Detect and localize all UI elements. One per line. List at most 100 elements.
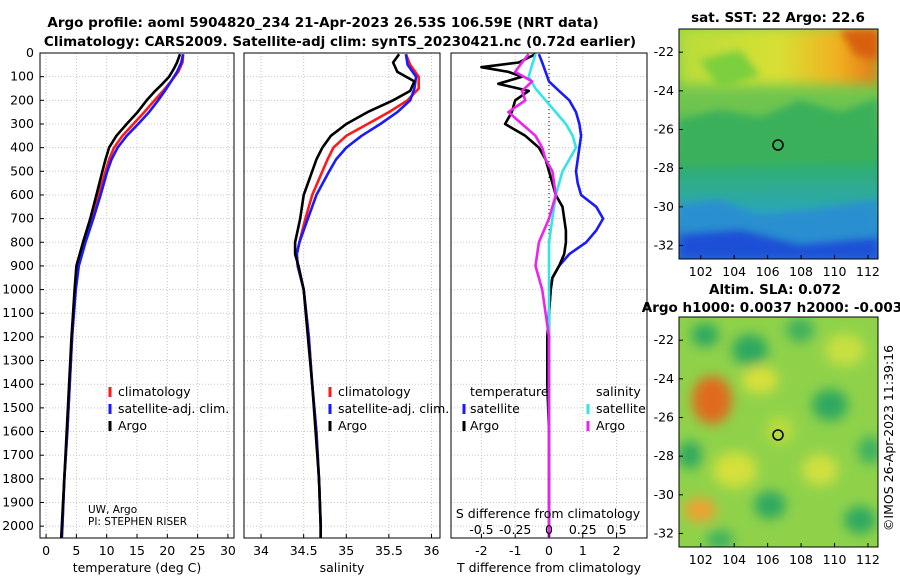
- legend-label-argo: Argo: [118, 418, 147, 433]
- x-tick-label: 5: [72, 543, 80, 558]
- map-x-tick-label: 102: [689, 552, 713, 567]
- x-tick-label: 2: [613, 543, 621, 558]
- x-axis-label: salinity: [320, 560, 365, 575]
- sla-map-panel: Altim. SLA: 0.072 Argo h1000: 0.0037 h20…: [642, 282, 900, 567]
- y-tick-label: 500: [10, 163, 34, 178]
- y-tick-label: 1100: [2, 305, 34, 320]
- map-y-tick-label: -26: [654, 410, 674, 425]
- series-line-satellite-adj-clim-: [60, 53, 185, 539]
- map-x-tick-label: 108: [789, 264, 813, 279]
- x-tick-label: 10: [99, 543, 115, 558]
- top-tick-label: 0.25: [569, 522, 597, 537]
- y-tick-label: 1200: [2, 329, 34, 344]
- credit-line2: PI: STEPHEN RISER: [88, 516, 187, 528]
- map-y-tick-label: -24: [654, 83, 674, 98]
- x-tick-label: -1: [509, 543, 521, 558]
- map-x-tick-label: 108: [789, 552, 813, 567]
- sla-map-field: [679, 317, 878, 547]
- x-tick-label: 25: [190, 543, 206, 558]
- figure-title-line1: Argo profile: aoml 5904820_234 21-Apr-20…: [47, 15, 598, 31]
- map-x-tick-label: 106: [756, 264, 780, 279]
- map-y-tick-label: -28: [654, 160, 674, 175]
- top-tick-label: 0.5: [607, 522, 627, 537]
- y-tick-label: 600: [10, 187, 34, 202]
- x-axis-label: T difference from climatology: [456, 560, 642, 575]
- difference-panel: -2 -1 0 1 2 -0.5 -0.25 0 0.25 0.5 T difference fro…: [450, 52, 648, 575]
- sst-map-axes: 102 104 106 108 110 112 -22 -24 -26 -28 -30 -32: [654, 44, 880, 279]
- x-axis-label: temperature (deg C): [73, 560, 202, 575]
- x-tick-label: 0: [42, 543, 50, 558]
- legend-label-s-argo: Argo: [596, 418, 625, 433]
- x-tick-label: -2: [475, 543, 487, 558]
- series-line-s-argo: [507, 53, 558, 538]
- sst-map-field: [679, 29, 878, 259]
- y-tick-label: 100: [10, 69, 34, 84]
- y-tick-label: 2000: [2, 518, 34, 533]
- x-tick-label: 35: [338, 543, 354, 558]
- map-y-tick-label: -22: [654, 44, 674, 59]
- y-tick-label: 400: [10, 140, 34, 155]
- series-line-s-satellite: [527, 53, 578, 538]
- difference-top-xlabel: S difference from climatology: [456, 506, 641, 521]
- y-tick-label: 0: [26, 45, 34, 60]
- salinity-legend: climatology satellite-adj. clim. Argo: [328, 384, 449, 433]
- x-tick-label: 35.5: [375, 543, 403, 558]
- series-line-argo: [59, 53, 182, 539]
- map-y-tick-label: -32: [654, 237, 674, 252]
- legend-header-salinity: salinity: [596, 384, 641, 399]
- y-tick-label: 1500: [2, 400, 34, 415]
- legend-label-argo: Argo: [338, 418, 367, 433]
- y-tick-label: 1700: [2, 447, 34, 462]
- x-tick-label: 36: [424, 543, 440, 558]
- sla-map-title: Altim. SLA: 0.072: [709, 282, 841, 298]
- y-tick-label: 200: [10, 92, 34, 107]
- top-tick-label: -0.5: [469, 522, 493, 537]
- legend-label-climatology: climatology: [338, 384, 411, 399]
- map-y-tick-label: -26: [654, 122, 674, 137]
- difference-legend-salinity: salinity satellite Argo: [586, 384, 646, 433]
- sst-map-panel: sat. SST: 22 Argo: 22.6 102 104 106 108 110 1…: [654, 10, 880, 279]
- series-line-climatology: [60, 54, 185, 539]
- top-tick-label: -0.25: [499, 522, 531, 537]
- map-y-tick-label: -22: [654, 332, 674, 347]
- legend-label-t-satellite: satellite: [470, 401, 520, 416]
- temperature-panel: 0 5 10 15 20 25 30 temperature (deg C) 0 100 200 30…: [2, 45, 236, 575]
- imos-watermark: ©IMOS 26-Apr-2023 11:39:16: [881, 345, 896, 531]
- map-x-tick-label: 112: [856, 264, 880, 279]
- x-tick-label: 1: [579, 543, 587, 558]
- top-tick-label: 0: [545, 522, 553, 537]
- y-tick-label: 1900: [2, 495, 34, 510]
- map-x-tick-label: 112: [856, 552, 880, 567]
- y-tick-label: 1300: [2, 353, 34, 368]
- legend-label-s-satellite: satellite: [596, 401, 646, 416]
- x-tick-label: 20: [159, 543, 175, 558]
- salinity-panel: 34 34.5 35 35.5 36 salinity: [243, 52, 441, 575]
- y-tick-label: 700: [10, 211, 34, 226]
- figure-title-line2: Climatology: CARS2009. Satellite-adj cli…: [44, 34, 636, 50]
- map-x-tick-label: 104: [722, 264, 746, 279]
- map-y-tick-label: -24: [654, 371, 674, 386]
- y-tick-label: 900: [10, 258, 34, 273]
- map-x-tick-label: 110: [823, 264, 847, 279]
- sst-argo-marker: [772, 139, 784, 151]
- series-line-climatology: [295, 53, 421, 538]
- y-tick-label: 1000: [2, 282, 34, 297]
- map-y-tick-label: -30: [654, 199, 674, 214]
- map-y-tick-label: -32: [654, 525, 674, 540]
- sla-argo-marker: [772, 429, 784, 441]
- x-tick-label: 15: [129, 543, 145, 558]
- y-tick-label: 1600: [2, 424, 34, 439]
- legend-label-satellite: satellite-adj. clim.: [118, 401, 229, 416]
- map-x-tick-label: 104: [722, 552, 746, 567]
- x-tick-label: 34.5: [290, 543, 318, 558]
- map-y-tick-label: -30: [654, 487, 674, 502]
- legend-label-satellite: satellite-adj. clim.: [338, 401, 449, 416]
- legend-label-t-argo: Argo: [470, 418, 499, 433]
- y-tick-label: 1800: [2, 471, 34, 486]
- sla-map-subtitle: Argo h1000: 0.0037 h2000: -0.003: [642, 300, 900, 316]
- temperature-legend: climatology satellite-adj. clim. Argo: [108, 384, 229, 433]
- map-x-tick-label: 110: [823, 552, 847, 567]
- difference-legend-temperature: temperature satellite Argo: [462, 384, 549, 433]
- series-line-argo: [293, 53, 416, 538]
- map-x-tick-label: 102: [689, 264, 713, 279]
